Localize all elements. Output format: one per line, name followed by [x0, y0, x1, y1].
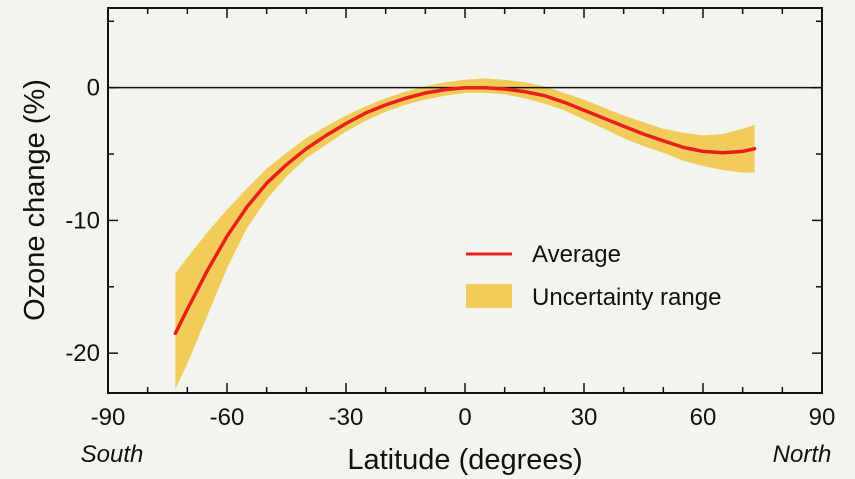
legend-uncertainty-label: Uncertainty range [532, 284, 721, 311]
y-tick-label: -20 [65, 340, 100, 367]
x-tick-label: -60 [210, 404, 245, 431]
legend-uncertainty-swatch [466, 284, 512, 308]
y-tick-label: -10 [65, 207, 100, 234]
x-tick-label: -30 [329, 404, 364, 431]
x-tick-label: 0 [458, 404, 471, 431]
legend: Average Uncertainty range [466, 241, 721, 311]
plot-area [108, 8, 822, 393]
x-tick-label: 60 [690, 404, 717, 431]
x-tick-label: -90 [91, 404, 126, 431]
north-label: North [773, 441, 832, 468]
y-axis-title: Ozone change (%) [19, 79, 51, 321]
x-tick-label: 30 [571, 404, 598, 431]
x-tick-label: 90 [809, 404, 836, 431]
legend-average-label: Average [532, 241, 621, 268]
average-line [173, 85, 757, 336]
south-label: South [81, 441, 144, 468]
x-axis-title: Latitude (degrees) [347, 444, 582, 476]
y-tick-label: 0 [87, 75, 100, 102]
